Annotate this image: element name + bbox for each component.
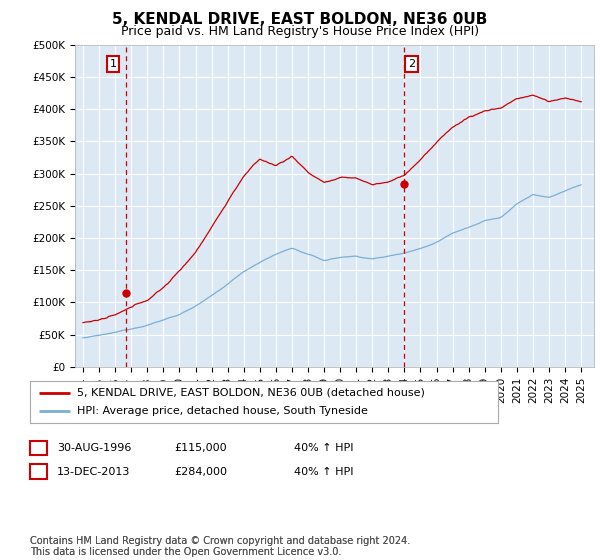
- Text: 13-DEC-2013: 13-DEC-2013: [57, 466, 130, 477]
- Text: 2: 2: [35, 466, 42, 477]
- Text: 40% ↑ HPI: 40% ↑ HPI: [294, 443, 353, 453]
- Text: HPI: Average price, detached house, South Tyneside: HPI: Average price, detached house, Sout…: [77, 406, 368, 416]
- Text: Contains HM Land Registry data © Crown copyright and database right 2024.
This d: Contains HM Land Registry data © Crown c…: [30, 535, 410, 557]
- Text: 5, KENDAL DRIVE, EAST BOLDON, NE36 0UB (detached house): 5, KENDAL DRIVE, EAST BOLDON, NE36 0UB (…: [77, 388, 425, 398]
- Text: 1: 1: [35, 443, 42, 453]
- Text: Contains HM Land Registry data © Crown copyright and database right 2024.
This d: Contains HM Land Registry data © Crown c…: [30, 535, 410, 557]
- Text: £115,000: £115,000: [174, 443, 227, 453]
- Text: 2: 2: [408, 59, 415, 69]
- Text: 40% ↑ HPI: 40% ↑ HPI: [294, 466, 353, 477]
- Text: £284,000: £284,000: [174, 466, 227, 477]
- Text: 5, KENDAL DRIVE, EAST BOLDON, NE36 0UB: 5, KENDAL DRIVE, EAST BOLDON, NE36 0UB: [112, 12, 488, 27]
- Text: 1: 1: [109, 59, 116, 69]
- Text: 30-AUG-1996: 30-AUG-1996: [57, 443, 131, 453]
- Text: Price paid vs. HM Land Registry's House Price Index (HPI): Price paid vs. HM Land Registry's House …: [121, 25, 479, 38]
